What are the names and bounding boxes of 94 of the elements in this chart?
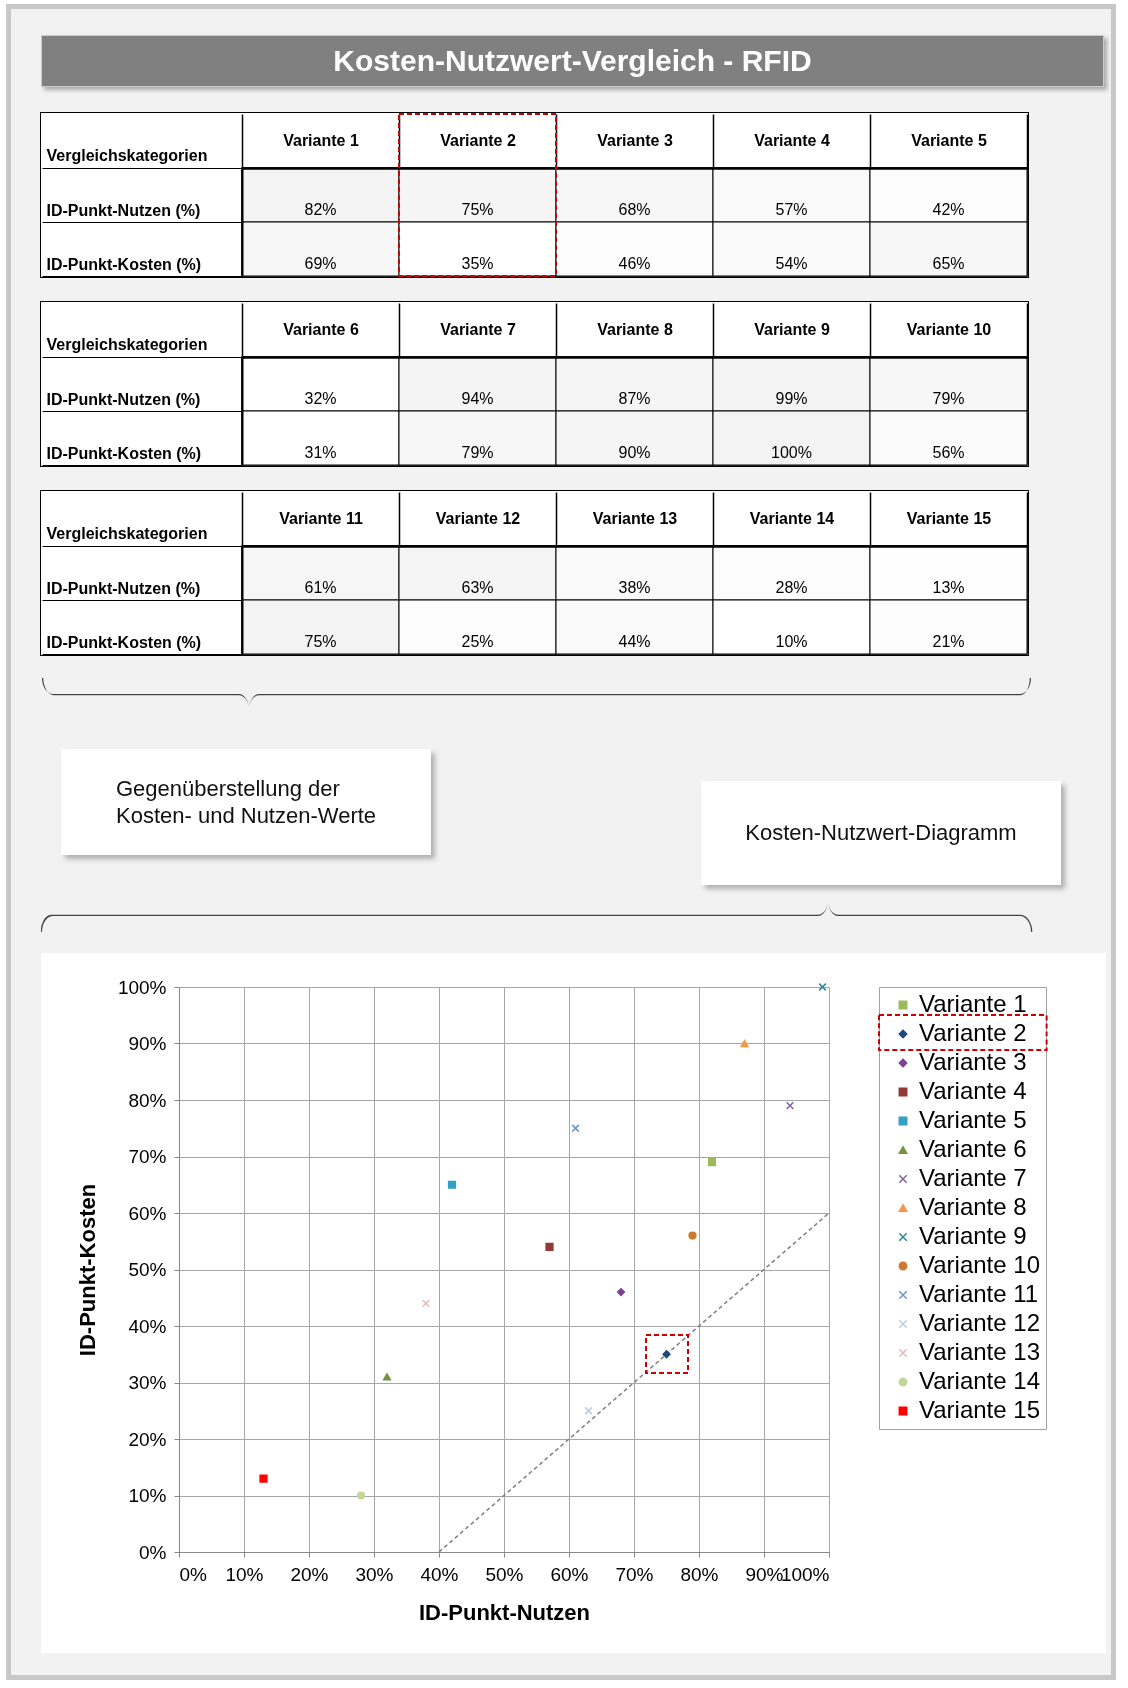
data-label: 32%: [304, 390, 337, 407]
x-tick-label: Variante 12: [435, 509, 521, 527]
y-axis-title: ID-Punkt-Kosten: [74, 1183, 100, 1357]
text: Gegenüberstellung der Kosten- und Nutzen-Werte: [61, 749, 431, 855]
x-tick-label: 10%: [225, 1563, 264, 1585]
data-label: 35%: [461, 255, 494, 272]
x-tick-label: Variante 6: [283, 320, 359, 338]
x-tick-label: Variante 5: [911, 131, 987, 149]
y-tick-label: 90%: [128, 1033, 167, 1054]
data-label: 75%: [304, 633, 337, 650]
x-tick-label: 20%: [290, 1563, 329, 1585]
data-label: 69%: [304, 255, 337, 272]
y-tick-label: ID-Punkt-Kosten (%): [46, 255, 202, 273]
y-tick-label: 80%: [128, 1089, 167, 1111]
legend-label: Variante 3: [919, 1048, 1027, 1075]
legend-label: Variante 9: [919, 1222, 1027, 1249]
x-tick-label: 40%: [420, 1563, 459, 1585]
data-label: 87%: [618, 390, 651, 407]
x-tick-label: Variante 1: [283, 131, 359, 149]
x-tick-label: Variante 14: [749, 509, 835, 527]
y-tick-label: ID-Punkt-Kosten (%): [46, 633, 202, 651]
x-tick-label: Variante 10: [906, 320, 992, 338]
legend-label: Variante 7: [919, 1164, 1027, 1191]
data-label: 57%: [775, 201, 808, 218]
y-tick-label: 10%: [128, 1485, 167, 1506]
data-label: 68%: [618, 201, 651, 218]
y-tick-label: 30%: [128, 1372, 167, 1393]
legend-label: Variante 15: [919, 1396, 1040, 1423]
x-tick-label: Variante 11: [279, 509, 363, 527]
legend-label: Variante 14: [919, 1367, 1040, 1394]
text: Kosten-Nutzwert-Diagramm: [701, 781, 1061, 885]
data-label: 28%: [775, 579, 808, 596]
y-tick-label: ID-Punkt-Nutzen (%): [46, 390, 201, 408]
data-label: 100%: [771, 444, 812, 461]
x-tick-label: Variante 15: [906, 509, 992, 527]
x-tick-label: Variante 3: [597, 131, 673, 149]
data-label: 54%: [775, 255, 808, 272]
y-axis-title: Vergleichskategorien: [46, 146, 208, 164]
data-label: 13%: [932, 579, 965, 596]
x-tick-label: 80%: [680, 1563, 719, 1585]
x-tick-label: Variante 4: [754, 131, 830, 149]
x-axis-title: ID-Punkt-Nutzen: [418, 1599, 591, 1625]
data-label: 90%: [618, 444, 651, 461]
legend-label: Variante 12: [919, 1309, 1040, 1336]
legend-label: Variante 4: [919, 1077, 1027, 1104]
data-label: 65%: [932, 255, 965, 272]
x-tick-label: Variante 8: [597, 320, 673, 338]
chart-title: Kosten-Nutzwert-Vergleich - RFID: [41, 35, 1104, 87]
x-tick-label: 90%: [745, 1563, 784, 1585]
x-tick-label: 60%: [550, 1563, 589, 1585]
data-label: 63%: [461, 579, 494, 596]
y-tick-label: 100%: [117, 976, 167, 998]
data-label: 44%: [618, 633, 651, 650]
data-label: 38%: [618, 579, 651, 596]
data-label: 99%: [775, 390, 808, 407]
x-tick-label: 50%: [485, 1563, 524, 1585]
legend-label: Variante 6: [919, 1135, 1027, 1162]
x-tick-label: Variante 13: [592, 509, 678, 527]
y-tick-label: 50%: [128, 1259, 167, 1280]
y-tick-label: 20%: [128, 1428, 167, 1450]
x-tick-label: 70%: [615, 1563, 654, 1585]
x-tick-label: Variante 2: [440, 131, 516, 149]
x-tick-label: Variante 9: [754, 320, 830, 338]
y-axis-title: Vergleichskategorien: [46, 335, 208, 353]
data-label: 46%: [618, 255, 651, 272]
data-label: 79%: [932, 390, 965, 407]
data-label: 61%: [304, 579, 337, 596]
data-label: 79%: [461, 444, 494, 461]
y-tick-label: ID-Punkt-Nutzen (%): [46, 201, 201, 219]
y-tick-label: 0%: [139, 1541, 167, 1563]
legend-label: Variante 11: [919, 1280, 1039, 1307]
data-label: 25%: [461, 633, 494, 650]
legend-label: Variante 5: [919, 1106, 1027, 1133]
data-label: 10%: [775, 633, 808, 650]
data-label: 31%: [304, 444, 337, 461]
y-tick-label: 60%: [128, 1202, 167, 1224]
y-axis-title: Vergleichskategorien: [46, 524, 208, 542]
y-tick-label: ID-Punkt-Kosten (%): [46, 444, 202, 462]
data-label: 75%: [461, 201, 494, 218]
x-tick-label: 30%: [355, 1563, 394, 1585]
legend-label: Variante 8: [919, 1193, 1027, 1220]
y-tick-label: 40%: [128, 1315, 167, 1337]
data-label: 56%: [932, 444, 965, 461]
legend-label: Variante 2: [919, 1019, 1027, 1046]
data-label: 94%: [461, 390, 494, 407]
data-label: 21%: [932, 633, 965, 650]
y-tick-label: 70%: [128, 1146, 167, 1167]
x-tick-label: Variante 7: [440, 320, 516, 338]
y-tick-label: ID-Punkt-Nutzen (%): [46, 579, 201, 597]
legend-label: Variante 10: [919, 1251, 1040, 1278]
legend-label: Variante 13: [919, 1338, 1040, 1365]
legend-label: Variante 1: [919, 990, 1027, 1017]
data-label: 82%: [304, 201, 337, 218]
data-label: 42%: [932, 201, 965, 218]
